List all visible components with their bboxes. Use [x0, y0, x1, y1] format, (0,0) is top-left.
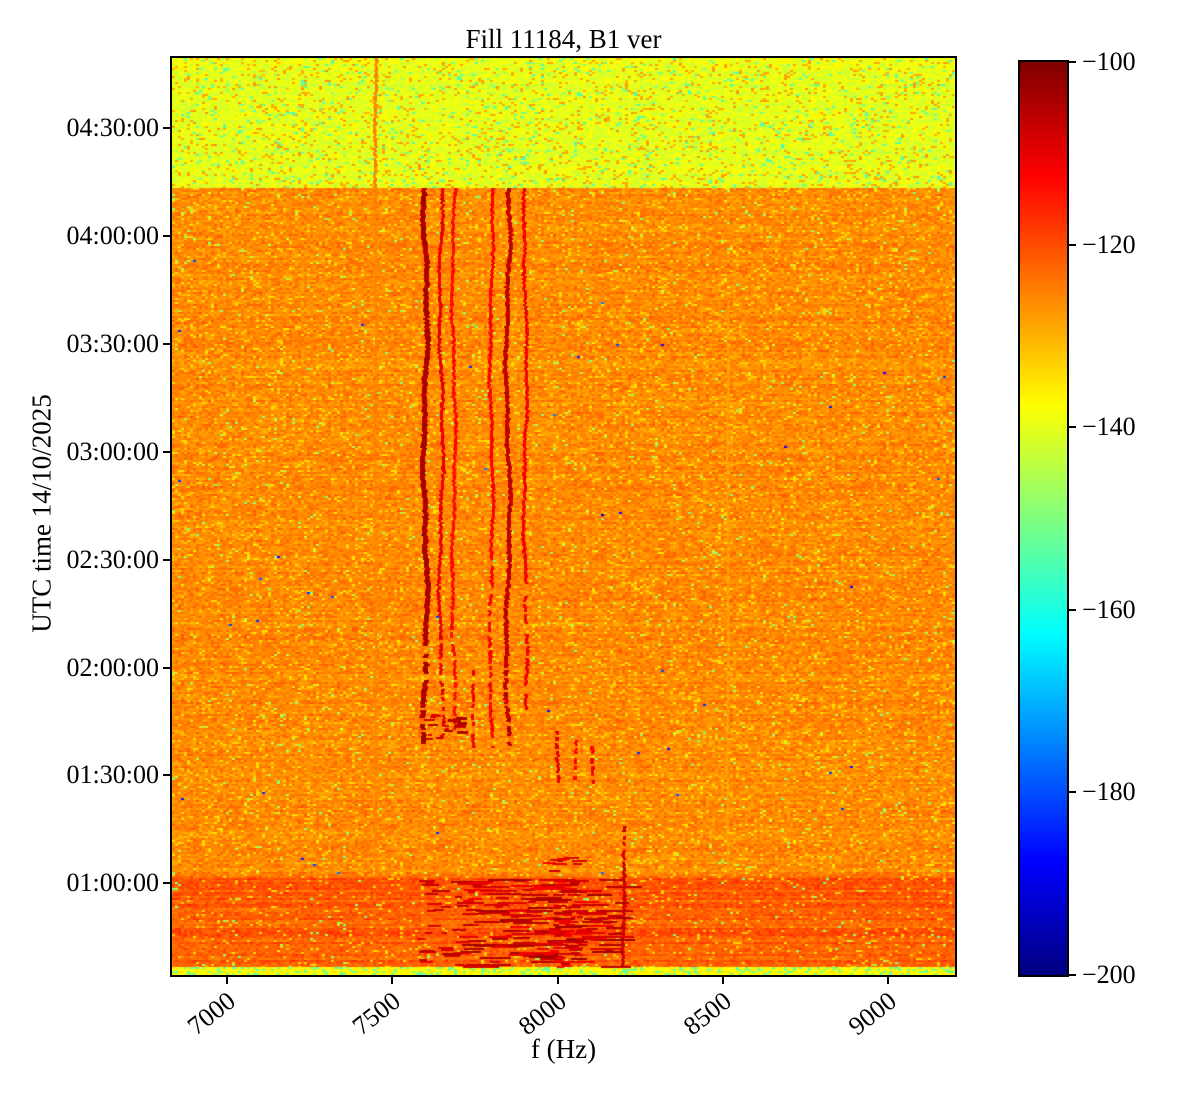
- x-tick-mark: [721, 976, 724, 984]
- x-tick-mark: [391, 976, 394, 984]
- chart-title: Fill 11184, B1 ver: [465, 24, 662, 54]
- colorbar-tick-label: −100: [1082, 47, 1136, 76]
- y-tick-label: 01:00:00: [66, 868, 159, 898]
- y-tick-label: 03:00:00: [66, 436, 159, 466]
- y-tick-label: 01:30:00: [66, 760, 159, 790]
- y-tick-mark: [163, 342, 171, 345]
- y-tick-label: 04:30:00: [66, 113, 159, 143]
- x-tick-mark: [887, 976, 890, 984]
- colorbar-tick-mark: [1068, 608, 1076, 611]
- colorbar-tick-mark: [1068, 974, 1076, 976]
- x-tick-mark: [225, 976, 228, 984]
- y-tick-mark: [163, 666, 171, 669]
- colorbar: [1018, 60, 1069, 977]
- colorbar-tick-label: −140: [1082, 412, 1136, 442]
- y-tick-mark: [163, 558, 171, 561]
- colorbar-tick-label: −180: [1082, 777, 1136, 807]
- colorbar-tick-mark: [1068, 426, 1076, 429]
- plot-area: [170, 56, 957, 977]
- y-tick-mark: [163, 774, 171, 777]
- colorbar-tick-label: −120: [1082, 229, 1136, 259]
- y-tick-label: 04:00:00: [66, 221, 159, 250]
- y-tick-mark: [163, 127, 171, 130]
- y-tick-label: 02:30:00: [66, 544, 159, 574]
- y-tick-label: 02:00:00: [66, 652, 159, 682]
- colorbar-tick-mark: [1068, 243, 1076, 246]
- x-axis-label: f (Hz): [530, 1034, 597, 1064]
- x-tick-mark: [556, 976, 559, 984]
- colorbar-tick-mark: [1068, 791, 1076, 794]
- y-tick-mark: [163, 882, 171, 885]
- colorbar-tick-label: −160: [1082, 594, 1136, 624]
- y-tick-mark: [163, 450, 171, 453]
- y-tick-label: 03:30:00: [66, 328, 159, 358]
- colorbar-gradient: [1020, 62, 1067, 975]
- y-tick-mark: [163, 235, 171, 237]
- colorbar-tick-label: −200: [1082, 960, 1136, 989]
- spectrogram-heatmap: [172, 58, 955, 975]
- colorbar-tick-mark: [1068, 61, 1076, 63]
